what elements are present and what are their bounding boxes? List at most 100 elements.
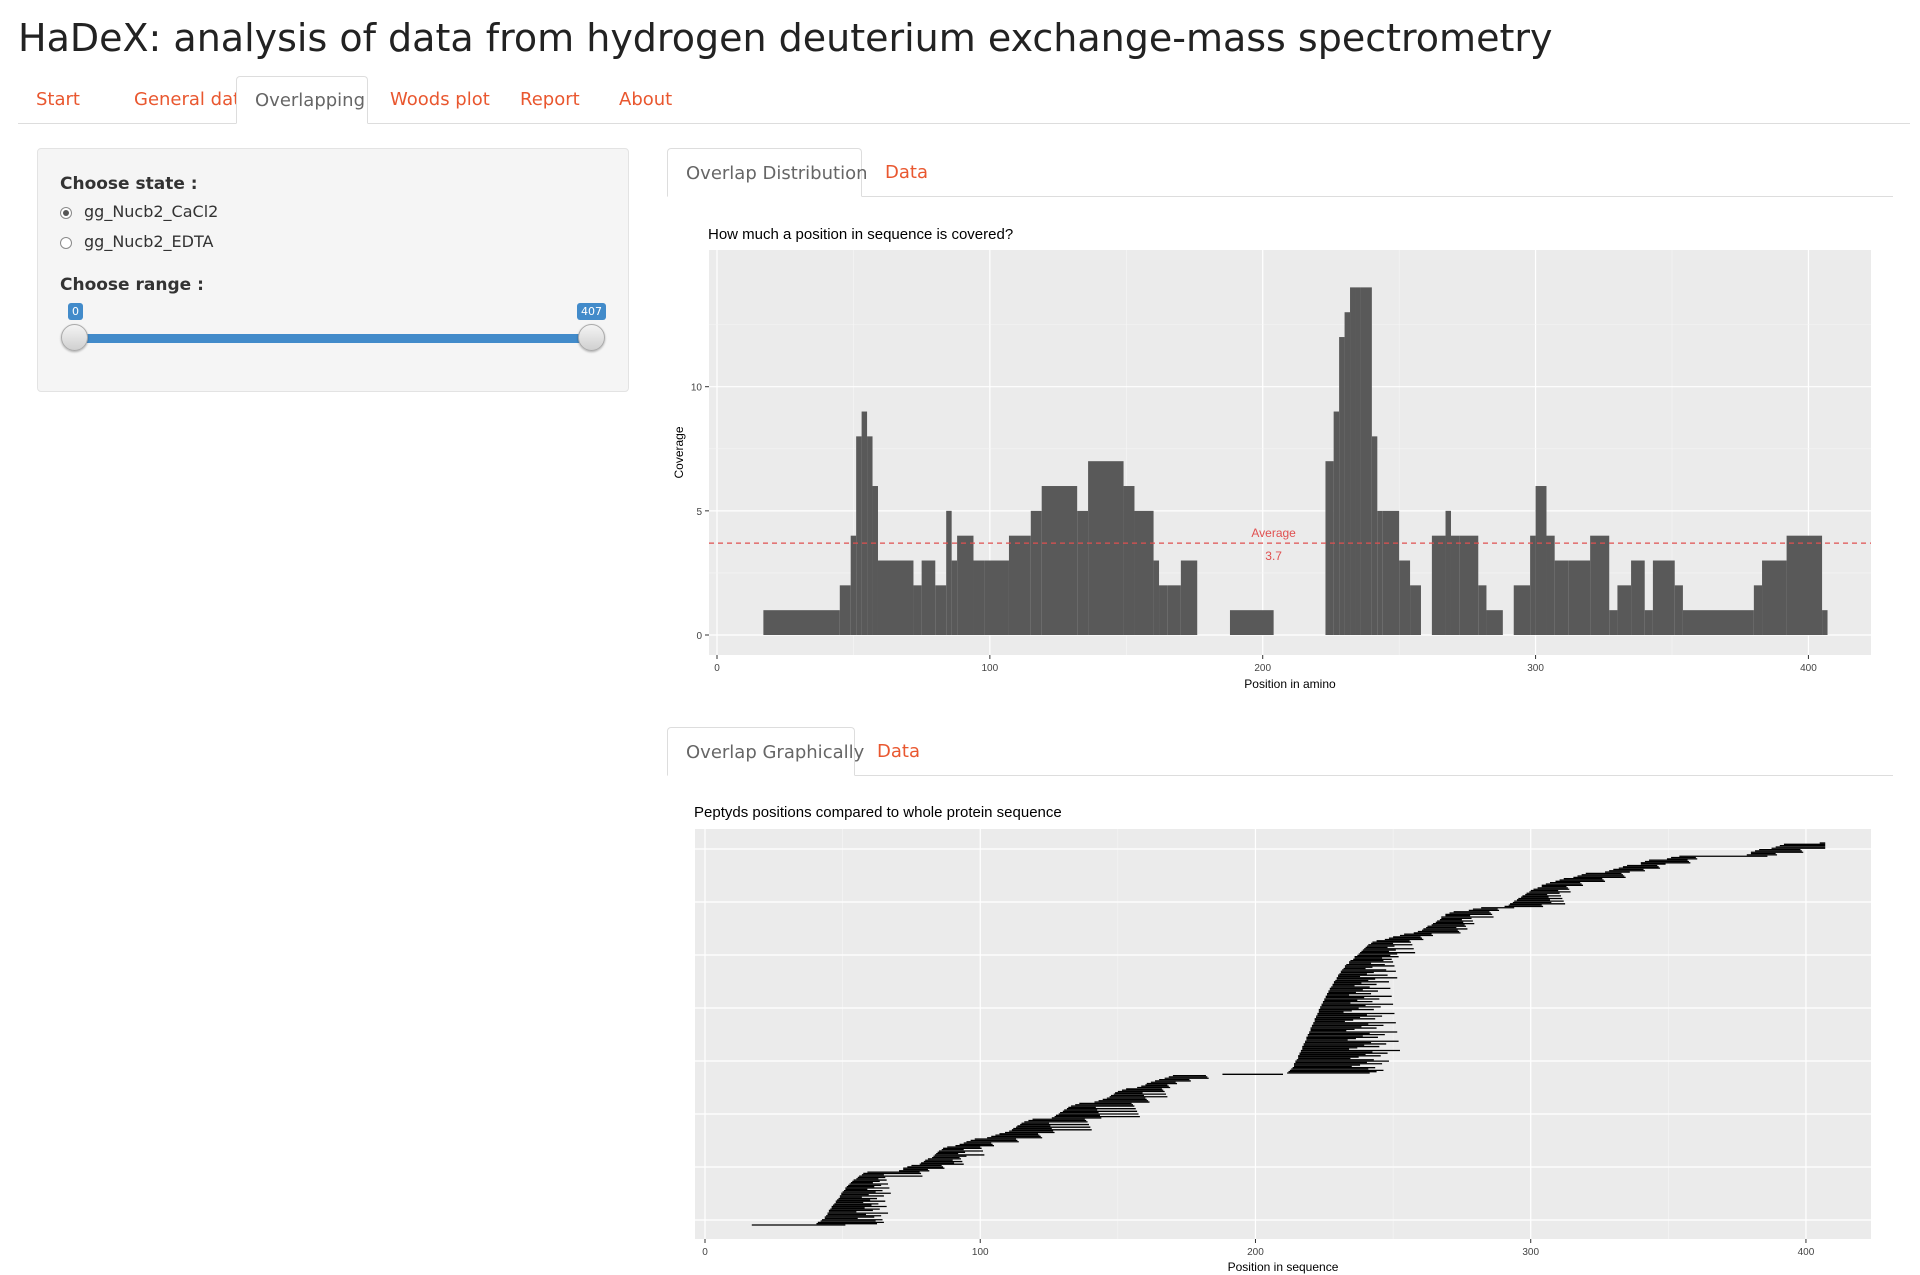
coverage-bar [1674,585,1683,635]
coverage-bar [1535,486,1547,635]
graphical-chart-title: Peptyds positions compared to whole prot… [694,804,1062,821]
x-tick-label: 0 [702,1247,708,1258]
coverage-bar [1360,287,1372,635]
x-tick-label: 200 [1254,663,1271,674]
coverage-bar [1530,535,1536,635]
range-from-badge: 0 [68,303,83,320]
coverage-bar [935,585,947,635]
coverage-bar [1822,610,1828,635]
coverage-bar [1554,560,1569,635]
y-tick-label: 10 [691,383,703,394]
coverage-bar [1786,535,1823,635]
coverage-bar [1153,560,1160,635]
range-slider-track[interactable] [74,334,590,343]
coverage-bar [1590,535,1610,635]
coverage-bar [877,560,914,635]
coverage-bar [1344,312,1351,635]
choose-range-label: Choose range : [60,275,204,295]
tab-distribution-data[interactable]: Data [885,162,928,183]
app-title: HaDeX: analysis of data from hydrogen de… [18,16,1553,60]
coverage-bar [1077,510,1089,635]
coverage-bar [1450,535,1460,635]
coverage-bar [1431,535,1446,635]
coverage-bar [957,535,974,635]
range-slider-max-handle[interactable] [578,324,605,351]
coverage-bar [1350,287,1356,635]
plot-panel-background [695,829,1871,1239]
coverage-bar [1486,610,1503,635]
x-tick-label: 400 [1798,1247,1815,1258]
x-tick-label: 100 [972,1247,989,1258]
coverage-bar [1617,585,1632,635]
coverage-bar [1088,461,1124,635]
coverage-bar [1399,560,1411,635]
coverage-bar [1355,287,1361,635]
peptide-positions-chart: 0 100 200 300 400 Position in sequence [695,829,1871,1274]
x-tick-label: 100 [982,663,999,674]
y-axis-title: Coverage [672,426,686,478]
state-label-cacl2: gg_Nucb2_CaCl2 [84,202,219,221]
coverage-bar [1339,337,1345,635]
tab-report[interactable]: Report [520,89,580,110]
coverage-bar [1478,585,1487,635]
coverage-bar [913,585,922,635]
coverage-bar [1159,585,1168,635]
tab-overlap-graphically[interactable]: Overlap Graphically [667,727,864,776]
distribution-chart-title: How much a position in sequence is cover… [708,226,1014,243]
tab-overlapping[interactable]: Overlapping [236,76,368,124]
average-value-label: 3.7 [1265,549,1282,563]
choose-state-label: Choose state : [60,174,198,194]
x-axis-title: Position in amino [1244,677,1336,691]
radio-unchecked-icon[interactable] [60,237,72,249]
tab-overlap-distribution[interactable]: Overlap Distribution [667,148,868,197]
coverage-bar [921,560,936,635]
coverage-bar [861,411,868,635]
coverage-bar [1682,610,1754,635]
y-tick-label: 0 [696,631,702,642]
x-tick-label: 400 [1800,663,1817,674]
distribution-tabs: Overlap Distribution Data [667,148,1893,197]
coverage-bar [1180,560,1198,635]
y-tick-label: 5 [696,507,702,518]
main-navbar: Start General data Overlapping Woods plo… [18,76,1910,124]
coverage-bar [1652,560,1675,635]
coverage-bar [763,610,840,635]
radio-checked-icon[interactable] [60,207,72,219]
coverage-bar [1546,535,1555,635]
coverage-bar [1568,560,1591,635]
average-label: Average [1251,526,1296,540]
coverage-bar [872,486,878,635]
x-tick-label: 300 [1527,663,1544,674]
coverage-bar [1609,610,1618,635]
x-tick-label: 200 [1247,1247,1264,1258]
graphical-tabs: Overlap Graphically Data [667,727,1893,776]
coverage-bar [1644,610,1653,635]
coverage-distribution-chart: Average 3.7 0 100 200 300 400 0 5 10 Position in a… [672,250,1871,691]
coverage-bar [951,560,958,635]
coverage-bar [1371,436,1378,635]
tab-graphical-data[interactable]: Data [877,741,920,762]
coverage-bar [1325,461,1334,635]
coverage-bar [1123,486,1135,635]
coverage-bar [1229,610,1274,635]
coverage-bar [1753,585,1763,635]
coverage-bar [839,585,851,635]
coverage-bar [1445,510,1451,635]
tab-about[interactable]: About [619,89,673,110]
tab-start[interactable]: Start [36,89,80,110]
tab-general-data[interactable]: General data [134,89,252,110]
x-tick-label: 0 [714,663,720,674]
coverage-bar [1167,585,1181,635]
coverage-bar [1377,510,1383,635]
coverage-bar [1762,560,1787,635]
coverage-bar [1008,535,1031,635]
range-slider-min-handle[interactable] [61,324,88,351]
sidebar-panel: Choose state : gg_Nucb2_CaCl2 gg_Nucb2_E… [37,148,629,392]
coverage-bar [1410,585,1421,635]
tab-woods-plot[interactable]: Woods plot [390,89,490,110]
x-axis-title: Position in sequence [1228,1260,1339,1274]
coverage-bar [1513,585,1531,635]
coverage-bar [850,535,857,635]
coverage-bar [946,510,952,635]
coverage-bar [984,560,1009,635]
